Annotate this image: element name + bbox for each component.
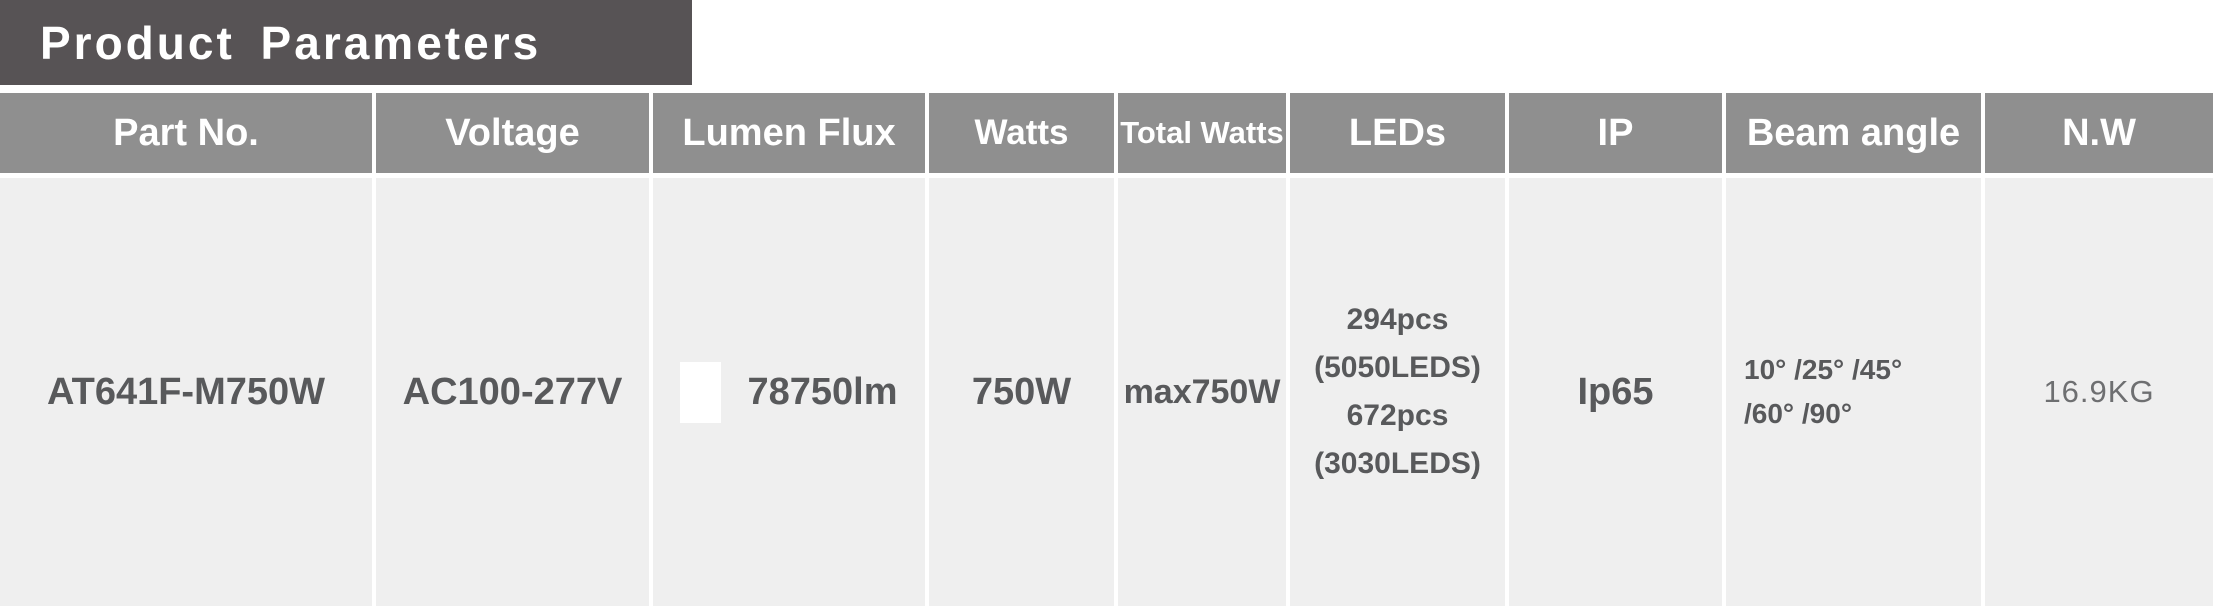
leds-type-5050: (5050LEDS): [1314, 351, 1481, 384]
column-header-lumen-flux: Lumen Flux: [653, 93, 929, 173]
cell-leds: 294pcs (5050LEDS) 672pcs (3030LEDS): [1290, 178, 1509, 606]
section-title: Product Parameters: [40, 16, 542, 69]
table-data-row: AT641F-M750W AC100-277V 78750lm 750W max…: [0, 178, 2213, 606]
column-header-voltage: Voltage: [376, 93, 653, 173]
column-header-part-no: Part No.: [0, 93, 376, 173]
section-title-banner: Product Parameters: [0, 0, 692, 85]
lumen-flux-value: 78750lm: [747, 370, 898, 413]
leds-count-3030: 672pcs: [1346, 399, 1449, 432]
cell-ip-rating: Ip65: [1509, 178, 1726, 606]
leds-type-3030: (3030LEDS): [1314, 447, 1481, 480]
beam-angle-line-1: 10° /25° /45°: [1744, 354, 1903, 385]
beam-angle-line-2: /60° /90°: [1744, 398, 1853, 429]
column-header-watts: Watts: [929, 93, 1118, 173]
column-header-beam-angle: Beam angle: [1726, 93, 1985, 173]
cell-beam-angle: 10° /25° /45° /60° /90°: [1726, 178, 1985, 606]
cell-total-watts: max750W: [1118, 178, 1290, 606]
cell-net-weight: 16.9KG: [1985, 178, 2213, 606]
table-header-row: Part No. Voltage Lumen Flux Watts Total …: [0, 93, 2213, 173]
cell-lumen-flux: 78750lm: [653, 178, 929, 606]
column-header-ip: IP: [1509, 93, 1726, 173]
white-swatch: [680, 361, 722, 423]
cell-voltage: AC100-277V: [376, 178, 653, 606]
cell-part-no: AT641F-M750W: [0, 178, 376, 606]
column-header-leds: LEDs: [1290, 93, 1509, 173]
parameters-table: Part No. Voltage Lumen Flux Watts Total …: [0, 93, 2213, 606]
cell-watts: 750W: [929, 178, 1118, 606]
leds-count-5050: 294pcs: [1346, 303, 1449, 336]
column-header-total-watts: Total Watts: [1118, 93, 1290, 173]
column-header-net-weight: N.W: [1985, 93, 2213, 173]
